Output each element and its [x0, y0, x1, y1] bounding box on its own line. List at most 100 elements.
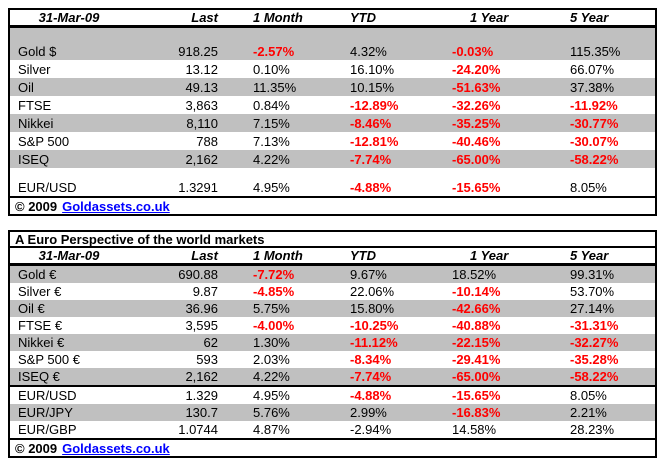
- ytd-value: -2.94%: [350, 422, 392, 437]
- copyright-text: © 2009: [15, 198, 58, 214]
- last-value: 1.329: [185, 388, 218, 403]
- goldassets-link[interactable]: Goldassets.co.uk: [62, 198, 170, 214]
- table-row: Gold $ 918.25 -2.57% 4.32% -0.03% 115.35%: [10, 42, 655, 60]
- usd-markets-table: 31-Mar-09 Last 1 Month YTD 1 Year 5 Year…: [8, 8, 657, 216]
- one-month-value: 4.22%: [253, 369, 290, 384]
- five-year-value: 37.38%: [570, 79, 615, 95]
- column-header-5-year: 5 Year: [570, 248, 609, 263]
- ytd-value: 22.06%: [350, 284, 395, 299]
- one-year-value: -40.46%: [452, 133, 501, 149]
- table-row: S&P 500 € 593 2.03% -8.34% -29.41% -35.28%: [10, 351, 655, 368]
- euro-table-footer: © 2009 Goldassets.co.uk: [10, 438, 655, 456]
- instrument-label: Gold $: [18, 43, 57, 59]
- table-row: Oil € 36.96 5.75% 15.80% -42.66% 27.14%: [10, 300, 655, 317]
- euro-markets-table: A Euro Perspective of the world markets …: [8, 230, 657, 458]
- table-row: EUR/USD 1.329 4.95% -4.88% -15.65% 8.05%: [10, 387, 655, 404]
- last-value: 9.87: [192, 284, 218, 299]
- one-month-value: -7.72%: [253, 267, 295, 282]
- goldassets-link[interactable]: Goldassets.co.uk: [62, 440, 170, 456]
- five-year-value: -30.07%: [570, 133, 619, 149]
- table-row: Nikkei € 62 1.30% -11.12% -22.15% -32.27%: [10, 334, 655, 351]
- five-year-value: 8.05%: [570, 388, 607, 403]
- last-value: 3,595: [185, 318, 218, 333]
- column-header-ytd: YTD: [350, 10, 376, 25]
- table-row: S&P 500 788 7.13% -12.81% -40.46% -30.07%: [10, 132, 655, 150]
- instrument-label: EUR/JPY: [18, 405, 73, 420]
- usd-table-body: Gold $918.25 -2.57% 4.32% -0.03% 115.35% Silv…: [10, 28, 655, 196]
- instrument-label: EUR/USD: [18, 388, 77, 403]
- last-value: 593: [196, 352, 218, 367]
- one-year-value: -0.03%: [452, 43, 494, 59]
- last-value: 918.25: [178, 43, 218, 59]
- column-header-ytd: YTD: [350, 248, 376, 263]
- instrument-label: S&P 500 €: [18, 352, 80, 367]
- table-row: FTSE € 3,595 -4.00% -10.25% -40.88% -31.31%: [10, 317, 655, 334]
- instrument-label: EUR/GBP: [18, 422, 77, 437]
- ytd-value: -7.74%: [350, 369, 392, 384]
- table-row: EUR/JPY 130.7 5.76% 2.99% -16.83% 2.21%: [10, 404, 655, 421]
- five-year-value: -58.22%: [570, 151, 619, 167]
- one-year-value: -42.66%: [452, 301, 501, 316]
- one-month-value: 4.95%: [253, 388, 290, 403]
- one-month-value: 5.75%: [253, 301, 290, 316]
- table-row: Silver 13.12 0.10% 16.10% -24.20% 66.07%: [10, 60, 655, 78]
- last-value: 13.12: [185, 61, 218, 77]
- one-month-value: 11.35%: [253, 79, 297, 95]
- last-value: 1.0744: [178, 422, 218, 437]
- last-value: 8,110: [186, 115, 218, 131]
- five-year-value: 8.05%: [570, 179, 607, 195]
- ytd-value: -12.89%: [350, 97, 399, 113]
- last-value: 2,162: [185, 369, 218, 384]
- spacer-row: [10, 168, 655, 178]
- one-year-value: -10.14%: [452, 284, 501, 299]
- instrument-label: ISEQ: [18, 151, 50, 167]
- table-row: Gold € 690.88 -7.72% 9.67% 18.52% 99.31%: [10, 266, 655, 283]
- one-year-value: -35.25%: [452, 115, 501, 131]
- five-year-value: 99.31%: [570, 267, 615, 282]
- ytd-value: -11.12%: [350, 335, 398, 350]
- euro-table-body: Gold € 690.88 -7.72% 9.67% 18.52% 99.31% Silve…: [10, 266, 655, 438]
- five-year-value: 27.14%: [570, 301, 615, 316]
- instrument-label: Gold €: [18, 267, 57, 282]
- one-year-value: -40.88%: [452, 318, 501, 333]
- euro-table-title: A Euro Perspective of the world markets: [10, 232, 655, 248]
- copyright-text: © 2009: [15, 440, 58, 456]
- one-month-value: 1.30%: [253, 335, 290, 350]
- column-header-last: Last: [191, 10, 218, 25]
- ytd-value: 9.67%: [350, 267, 387, 282]
- usd-table-header-row: 31-Mar-09 Last 1 Month YTD 1 Year 5 Year: [10, 10, 655, 28]
- ytd-value: -8.46%: [350, 115, 392, 131]
- one-month-value: -4.00%: [253, 318, 295, 333]
- one-year-value: -16.83%: [452, 405, 501, 420]
- one-year-value: -65.00%: [452, 151, 501, 167]
- section-divider: [10, 385, 655, 387]
- spacer-row: [10, 28, 655, 42]
- one-year-value: 18.52%: [452, 267, 497, 282]
- five-year-value: 66.07%: [570, 61, 615, 77]
- instrument-label: FTSE: [18, 97, 52, 113]
- instrument-label: Silver €: [18, 284, 62, 299]
- one-year-value: -29.41%: [452, 352, 501, 367]
- five-year-value: -58.22%: [570, 369, 619, 384]
- one-month-value: -2.57%: [253, 43, 295, 59]
- table-row: Oil 49.13 11.35% 10.15% -51.63% 37.38%: [10, 78, 655, 96]
- ytd-value: -10.25%: [350, 318, 399, 333]
- ytd-value: 15.80%: [350, 301, 395, 316]
- instrument-label: FTSE €: [18, 318, 63, 333]
- five-year-value: -35.28%: [570, 352, 619, 367]
- instrument-label: Nikkei: [18, 115, 54, 131]
- column-header-1-month: 1 Month: [253, 10, 303, 25]
- euro-table-header-row: 31-Mar-09 Last 1 Month YTD 1 Year 5 Year: [10, 248, 655, 266]
- five-year-value: -30.77%: [570, 115, 619, 131]
- one-month-value: 5.76%: [253, 405, 290, 420]
- instrument-label: S&P 500: [18, 133, 70, 149]
- last-value: 2,162: [185, 151, 218, 167]
- last-value: 36.96: [185, 301, 218, 316]
- table-row: Silver € 9.87 -4.85% 22.06% -10.14% 53.70%: [10, 283, 655, 300]
- instrument-label: Oil: [18, 79, 34, 95]
- last-value: 690.88: [178, 267, 218, 282]
- instrument-label: Silver: [18, 61, 51, 77]
- last-value: 62: [203, 335, 218, 350]
- ytd-value: 4.32%: [350, 43, 387, 59]
- one-year-value: -22.15%: [452, 335, 501, 350]
